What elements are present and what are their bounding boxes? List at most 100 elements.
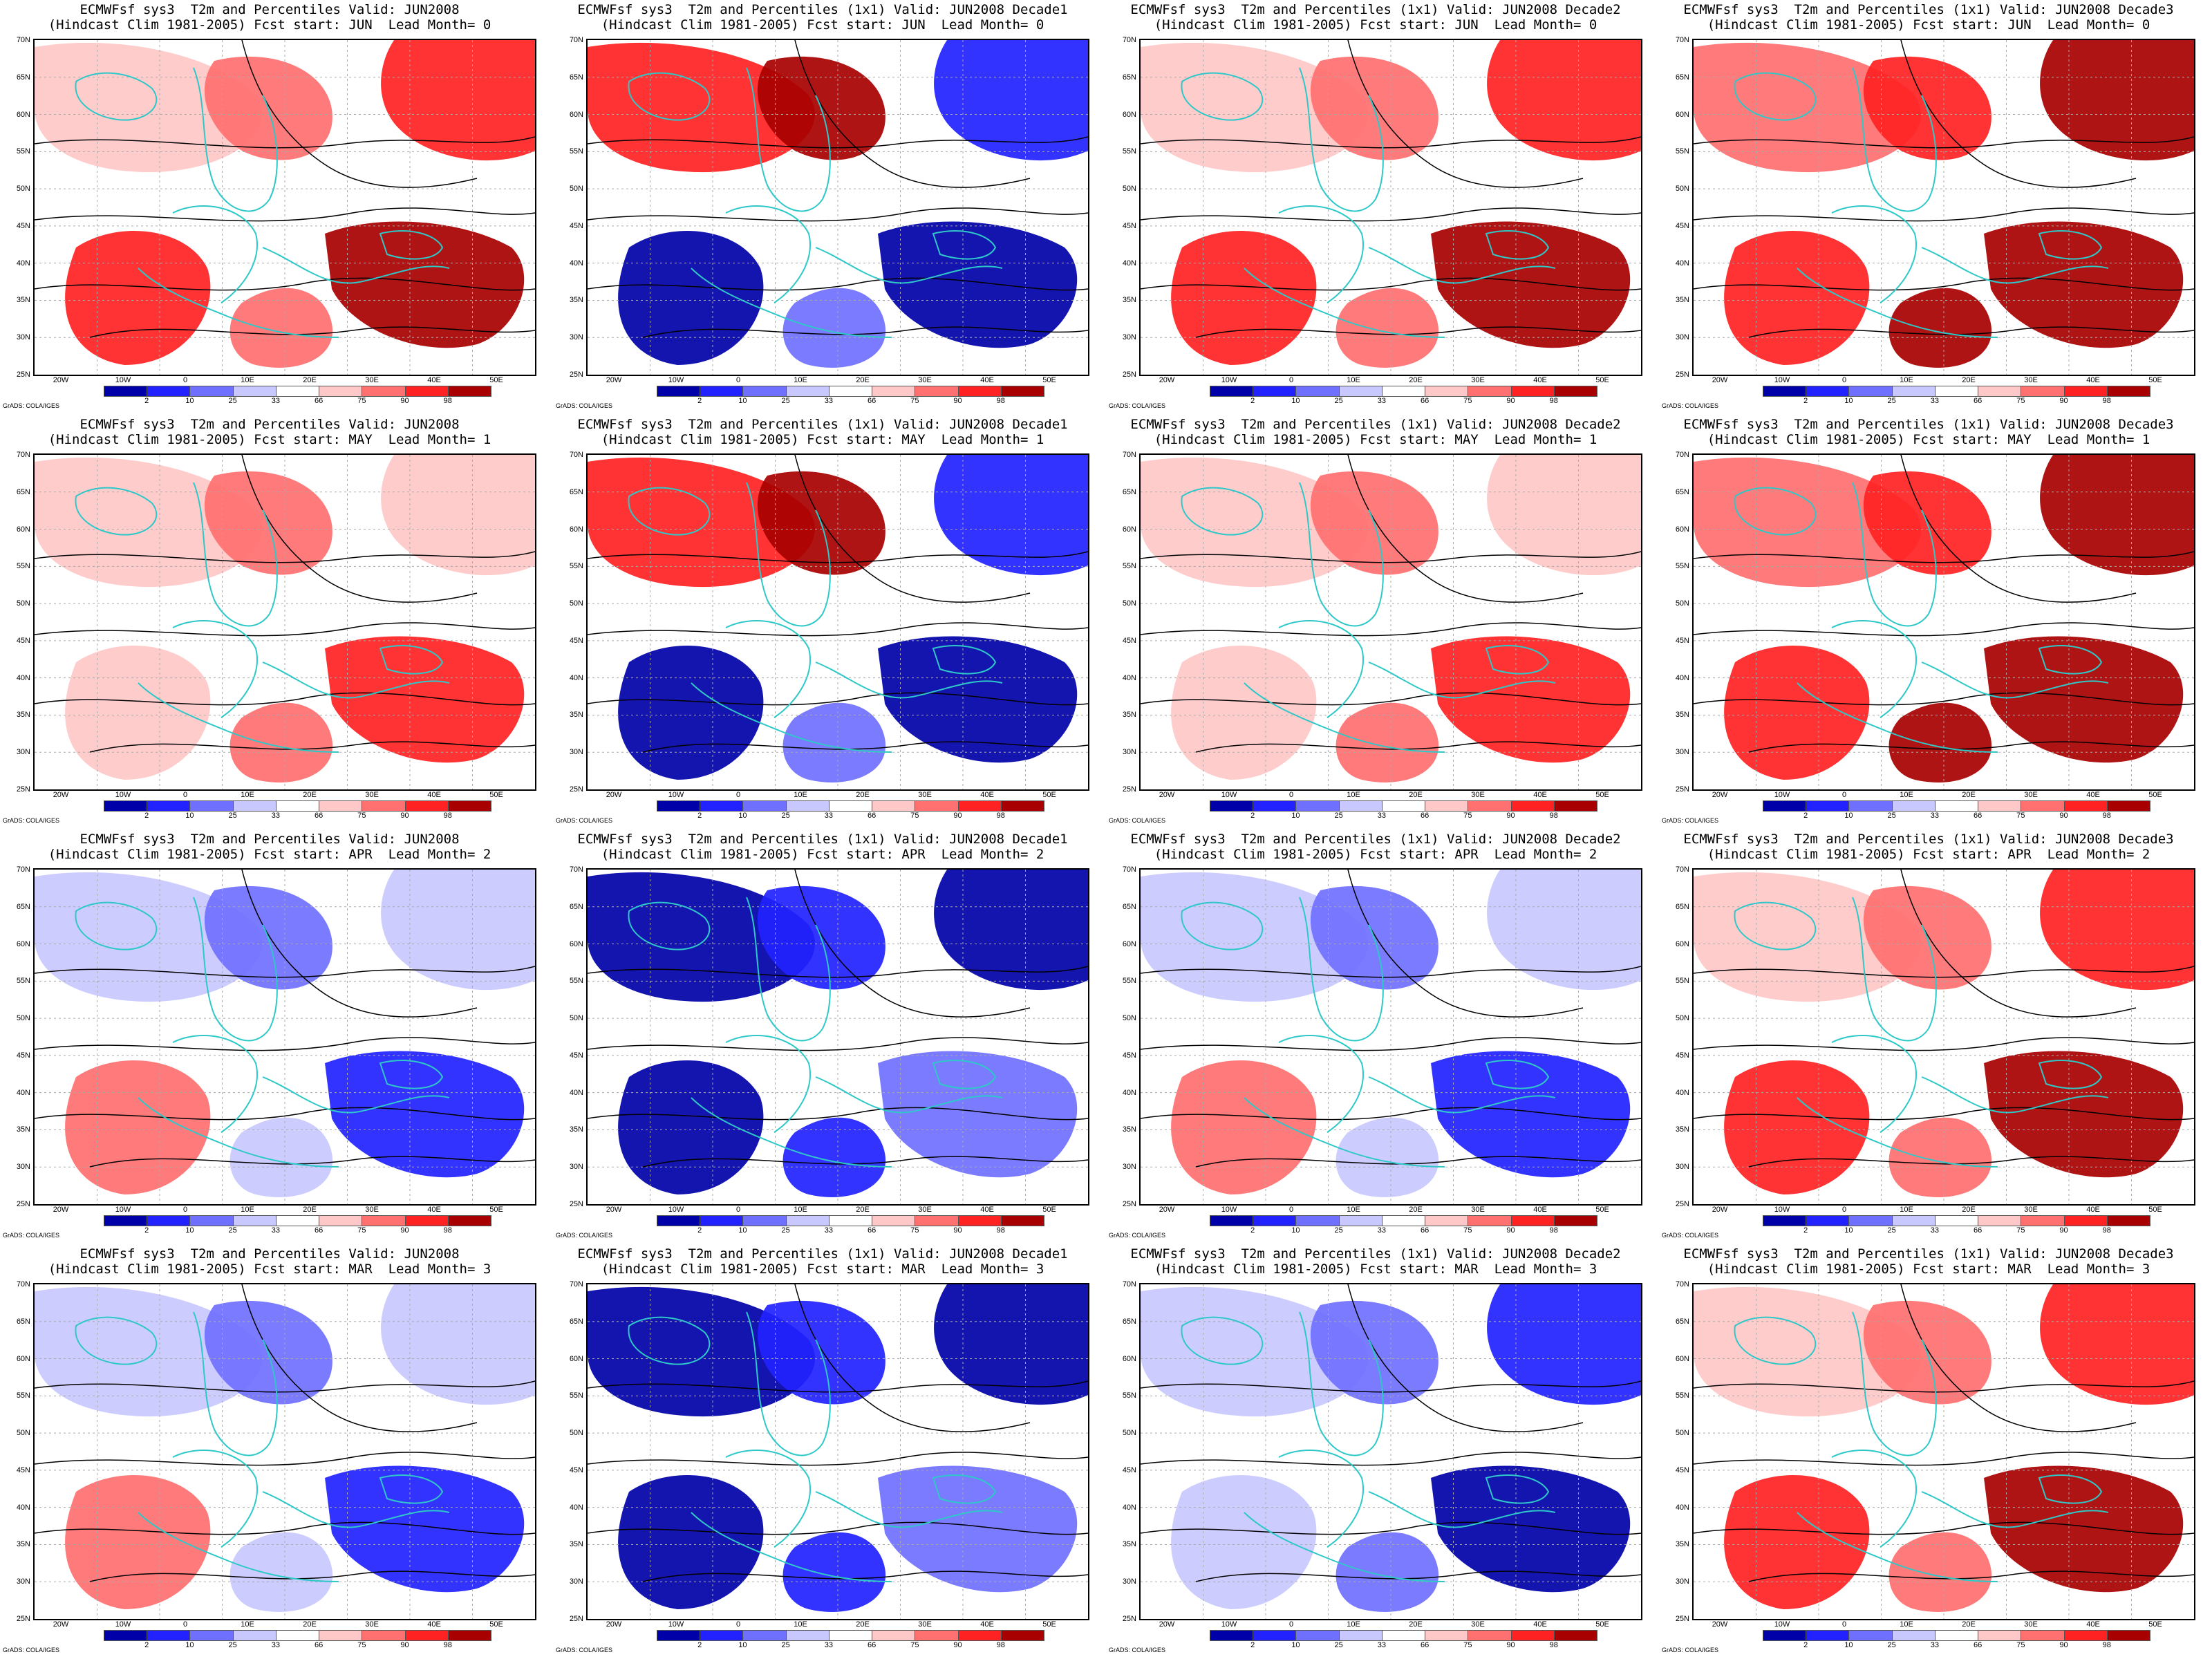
coastline: [1299, 897, 1384, 1042]
colorbar-tick-label: 2: [1250, 397, 1255, 405]
grads-credit: GrADS: COLA/IGES: [556, 817, 613, 824]
colorbar-segment: [1978, 386, 2022, 397]
percentile-colorbar: [657, 1215, 1044, 1226]
forecast-panel: ECMWFsf sys3 T2m and Percentiles (1x1) V…: [1659, 1244, 2198, 1659]
coastline: [815, 247, 1003, 284]
colorbar-segment: [1338, 1630, 1382, 1641]
colorbar-segment: [1210, 386, 1254, 397]
longitude-tick-label: 10W: [115, 376, 131, 384]
colorbar-tick-label: 90: [953, 812, 962, 820]
colorbar-tick-label: 10: [185, 1226, 194, 1235]
colorbar-segment: [1338, 800, 1382, 812]
colorbar-segment: [1553, 1215, 1597, 1226]
colorbar-segment: [2063, 1630, 2108, 1641]
coastline: [1921, 662, 2109, 699]
latitude-tick-label: 55N: [1122, 147, 1136, 156]
grads-credit: GrADS: COLA/IGES: [3, 1232, 60, 1239]
colorbar-segment: [1848, 800, 1893, 812]
colorbar-tick-label: 90: [400, 397, 409, 405]
temperature-contour: [35, 966, 535, 978]
colorbar-segment: [1253, 386, 1297, 397]
temperature-contour: [1195, 741, 1641, 753]
colorbar-segment: [915, 386, 959, 397]
temperature-map: [1139, 868, 1642, 1206]
temperature-contour: [1694, 1107, 2194, 1121]
temperature-contour: [35, 136, 535, 149]
longitude-tick-label: 20E: [856, 376, 870, 384]
latitude-tick-label: 50N: [1675, 1014, 1689, 1023]
grads-credit: GrADS: COLA/IGES: [1109, 1647, 1166, 1653]
colorbar-segment: [1891, 800, 1936, 812]
colorbar-tick-label: 25: [781, 397, 790, 405]
colorbar-segment: [2063, 386, 2108, 397]
colorbar-segment: [828, 386, 873, 397]
longitude-tick-label: 10W: [1221, 1206, 1237, 1214]
temperature-contour: [35, 1037, 535, 1051]
colorbar-segment: [872, 1630, 916, 1641]
percentile-shading: [878, 221, 1078, 348]
colorbar-segment: [189, 1630, 234, 1641]
colorbar-tick-label: 98: [443, 812, 452, 820]
longitude-tick-label: 10E: [794, 1206, 807, 1214]
percentile-shading: [782, 1532, 886, 1612]
coastline: [1921, 1076, 2109, 1114]
longitude-tick-label: 10E: [1900, 1206, 1913, 1214]
colorbar-segment: [232, 1630, 276, 1641]
panel-title: ECMWFsf sys3 T2m and Percentiles (1x1) V…: [577, 417, 1068, 432]
forecast-panel: ECMWFsf sys3 T2m and Percentiles (1x1) V…: [553, 0, 1092, 415]
longitude-tick-label: 20W: [1712, 376, 1728, 384]
longitude-tick-label: 20W: [606, 1206, 622, 1214]
colorbar-tick-label: 98: [443, 1641, 452, 1649]
latitude-tick-label: 65N: [1675, 1317, 1689, 1326]
panel-subtitle: (Hindcast Clim 1981-2005) Fcst start: AP…: [1707, 847, 2150, 862]
latitude-tick-label: 50N: [1122, 1014, 1136, 1023]
longitude-tick-label: 10W: [1774, 791, 1790, 799]
colorbar-tick-label: 66: [1420, 1226, 1430, 1235]
colorbar-segment: [362, 386, 406, 397]
percentile-colorbar: [1763, 800, 2150, 812]
colorbar-segment: [828, 1215, 873, 1226]
percentile-shading: [1171, 1475, 1317, 1609]
colorbar-tick-label: 33: [1930, 397, 1939, 405]
longitude-tick-label: 10E: [1347, 376, 1360, 384]
latitude-tick-label: 70N: [569, 451, 583, 459]
temperature-map: [1139, 1283, 1642, 1620]
panel-title: ECMWFsf sys3 T2m and Percentiles Valid: …: [79, 1246, 460, 1262]
percentile-shading: [1431, 1051, 1631, 1178]
colorbar-segment: [1978, 800, 2022, 812]
latitude-tick-label: 70N: [16, 1280, 30, 1288]
temperature-contour: [1694, 1452, 2194, 1466]
colorbar-segment: [742, 800, 787, 812]
percentile-shading: [2040, 40, 2194, 161]
colorbar-tick-label: 25: [781, 1226, 790, 1235]
latitude-tick-label: 25N: [1122, 1200, 1136, 1208]
latitude-tick-label: 45N: [569, 1465, 583, 1474]
panel-subtitle: (Hindcast Clim 1981-2005) Fcst start: JU…: [48, 17, 491, 32]
colorbar-segment: [1338, 386, 1382, 397]
colorbar-segment: [362, 1215, 406, 1226]
temperature-map: [586, 453, 1089, 791]
colorbar-segment: [657, 1630, 701, 1641]
colorbar-tick-label: 25: [228, 1641, 237, 1649]
latitude-tick-label: 40N: [1675, 1503, 1689, 1512]
latitude-tick-label: 45N: [1122, 636, 1136, 645]
colorbar-segment: [915, 1630, 959, 1641]
colorbar-segment: [2021, 386, 2065, 397]
panel-title: ECMWFsf sys3 T2m and Percentiles (1x1) V…: [1683, 2, 2174, 17]
grads-credit: GrADS: COLA/IGES: [556, 1232, 613, 1239]
longitude-tick-label: 10E: [1900, 376, 1913, 384]
colorbar-tick-label: 90: [2059, 1641, 2068, 1649]
colorbar-segment: [1000, 1215, 1044, 1226]
latitude-tick-label: 40N: [1122, 1088, 1136, 1097]
longitude-tick-label: 40E: [980, 791, 994, 799]
longitude-tick-label: 50E: [1595, 376, 1609, 384]
colorbar-tick-label: 2: [1803, 1641, 1808, 1649]
colorbar-segment: [319, 800, 363, 812]
coastline: [138, 268, 339, 338]
temperature-contour: [1694, 966, 2194, 978]
percentile-colorbar: [1763, 1630, 2150, 1641]
latitude-tick-label: 25N: [16, 785, 30, 794]
colorbar-tick-label: 2: [697, 397, 702, 405]
longitude-tick-label: 20W: [53, 791, 69, 799]
longitude-tick-label: 50E: [1042, 376, 1056, 384]
